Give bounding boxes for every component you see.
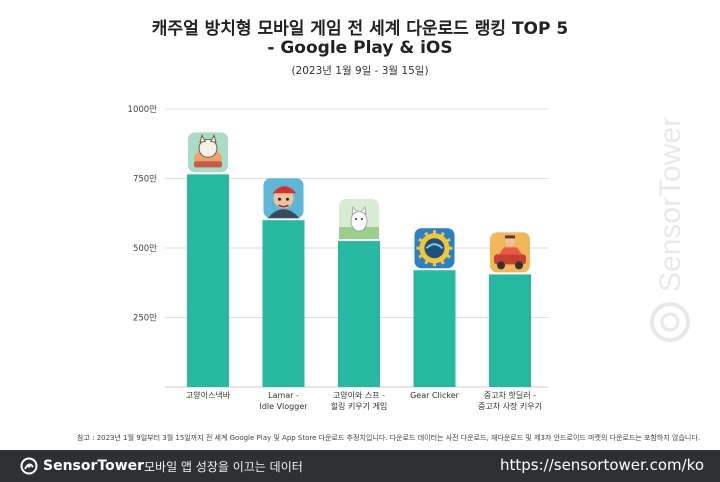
- bar: [262, 220, 305, 387]
- bar: [338, 241, 380, 387]
- x-tick-label: 고양이와 스프 -: [333, 390, 385, 400]
- app-icons: [188, 132, 530, 273]
- footer-url-link[interactable]: https://sensortower.com/ko: [499, 456, 704, 474]
- x-tick-label: 힐링 키우기 게임: [331, 401, 388, 411]
- chart-title-line2: - Google Play & iOS: [267, 38, 453, 58]
- bar-chart: 250만 500만 750만 1000만 고양이스낵바 Lamar - Idle Vlog…: [128, 105, 548, 411]
- chart-subtitle: (2023년 1월 9일 - 3월 15일): [291, 65, 429, 77]
- sensortower-watermark: SensorTower: [650, 117, 690, 342]
- bars: [187, 174, 531, 387]
- used-car-dealer-app-icon: [490, 232, 530, 273]
- cat-and-soup-app-icon: [339, 199, 379, 240]
- x-tick-label: 중고차 사장 키우기: [478, 401, 542, 411]
- footer-bar: SensorTower 모바일 앱 성장을 이끄는 데이터 https://se…: [0, 450, 720, 482]
- y-tick-label: 750만: [133, 175, 157, 185]
- x-tick-label: Gear Clicker: [410, 391, 460, 400]
- y-tick-label: 1000만: [128, 105, 158, 115]
- footnote: 참고 : 2023년 1월 9일부터 3월 15일까지 전 세계 Google …: [77, 434, 701, 442]
- chart-title-line1: 캐주얼 방치형 모바일 게임 전 세계 다운로드 랭킹 TOP 5: [151, 19, 569, 39]
- x-tick-label: Idle Vlogger: [259, 402, 308, 411]
- watermark-text: SensorTower: [654, 117, 687, 292]
- x-tick-label: 고양이스낵바: [186, 390, 231, 400]
- y-tick-label: 500만: [133, 244, 157, 254]
- lamar-idle-vlogger-app-icon: [263, 178, 304, 219]
- cat-snack-bar-app-icon: [188, 132, 228, 173]
- y-tick-label: 250만: [133, 314, 157, 324]
- bar: [489, 274, 531, 387]
- bar: [413, 270, 456, 387]
- footer-tagline: 모바일 앱 성장을 이끄는 데이터: [144, 460, 303, 474]
- gear-clicker-app-icon: [414, 228, 455, 269]
- footer-brand-name: SensorTower: [43, 458, 145, 474]
- x-tick-label: 중고차 핫딜러 -: [484, 390, 536, 400]
- sensortower-logo-icon: [20, 457, 38, 475]
- y-axis-ticks: 250만 500만 750만 1000만: [128, 105, 158, 324]
- x-tick-label: Lamar -: [268, 391, 299, 400]
- x-axis-labels: 고양이스낵바 Lamar - Idle Vlogger 고양이와 스프 -힐링 키우기…: [186, 390, 542, 411]
- footer-brand[interactable]: SensorTower: [20, 456, 144, 476]
- bar: [187, 174, 229, 387]
